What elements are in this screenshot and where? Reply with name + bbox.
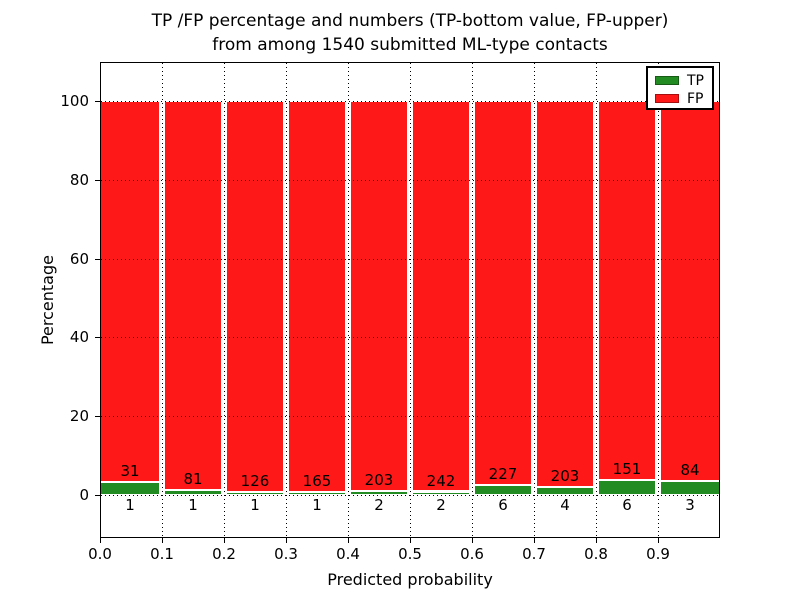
x-tick-label: 0.9 [646,545,670,563]
fp-count-label: 151 [612,459,642,478]
x-tick-mark [162,538,163,543]
tp-count-label: 1 [188,495,198,514]
bar-tp [226,491,284,495]
tp-count-label: 3 [685,495,695,514]
tp-count-label: 1 [250,495,260,514]
x-tick-mark [534,538,535,543]
x-tick-label: 0.4 [336,545,360,563]
tp-count-label: 6 [622,495,632,514]
x-tick-mark [596,538,597,543]
bar-fp [598,101,656,480]
tp-count-label: 2 [436,495,446,514]
v-gridline [224,63,225,537]
bar-fp [660,101,720,482]
bar-tp [350,490,408,495]
bar-fp [226,101,284,492]
y-tick-mark [95,494,100,496]
bar-tp [100,482,160,495]
tp-count-label: 2 [374,495,384,514]
bar-tp [288,492,346,495]
bar-tp [598,479,656,495]
fp-count-label: 165 [302,472,332,491]
y-tick-label: 60 [69,249,89,268]
x-tick-label: 0.5 [398,545,422,563]
bar-fp [288,101,346,493]
tp-count-label: 1 [125,495,135,514]
legend-item-tp: TP [655,72,712,89]
y-tick-mark [95,258,100,260]
x-tick-mark [224,538,225,543]
x-tick-label: 0.6 [460,545,484,563]
tp-count-label: 4 [560,495,570,514]
fp-count-label: 31 [120,462,140,481]
chart-title-line1: TP /FP percentage and numbers (TP-bottom… [151,11,669,31]
fp-count-label: 126 [240,471,270,490]
x-tick-label: 0.7 [522,545,546,563]
legend: TP FP [646,66,714,110]
x-tick-label: 0.1 [150,545,174,563]
fp-count-label: 203 [550,467,580,486]
y-tick-label: 40 [69,328,89,347]
v-gridline [534,63,535,537]
x-tick-label: 0.0 [88,545,112,563]
bar-tp [536,487,594,495]
v-gridline [286,63,287,537]
x-axis-label: Predicted probability [327,570,493,589]
legend-label-fp: FP [687,90,704,107]
x-tick-label: 0.2 [212,545,236,563]
v-gridline [410,63,411,537]
fp-swatch-icon [655,94,679,103]
bar-tp [474,484,532,495]
bar-fp [474,101,532,485]
chart-title-line2: from among 1540 submitted ML-type contac… [212,35,608,55]
tp-swatch-icon [655,76,679,85]
v-gridline [472,63,473,537]
legend-item-fp: FP [655,90,712,107]
v-gridline [596,63,597,537]
tp-count-label: 1 [312,495,322,514]
y-tick-mark [95,416,100,417]
fp-count-label: 227 [488,464,518,483]
fp-count-label: 242 [426,471,456,490]
y-tick-mark [95,337,100,339]
x-tick-mark [410,538,411,543]
bar-fp [536,101,594,488]
x-tick-mark [100,538,101,543]
bar-fp [100,101,160,483]
v-gridline [348,63,349,537]
fp-count-label: 84 [680,461,700,480]
v-gridline [658,63,659,537]
x-tick-mark [472,538,473,543]
bar-fp [412,101,470,492]
bar-tp [660,481,720,495]
bar-fp [164,101,222,490]
bar-fp [350,101,408,491]
y-tick-mark [95,101,100,103]
x-tick-mark [658,538,659,543]
x-tick-mark [286,538,287,543]
y-tick-mark [95,180,100,181]
bar-tp [412,491,470,495]
x-tick-label: 0.8 [584,545,608,563]
legend-label-tp: TP [687,72,704,89]
fp-count-label: 203 [364,470,394,489]
bar-tp [164,489,222,495]
y-tick-label: 80 [69,171,89,189]
y-tick-label: 0 [79,485,89,504]
y-tick-label: 100 [60,92,89,111]
x-tick-mark [348,538,349,543]
y-axis-label: Percentage [38,255,57,346]
v-gridline [162,63,163,537]
x-tick-label: 0.3 [274,545,298,563]
y-tick-label: 20 [69,407,89,425]
tp-count-label: 6 [498,495,508,514]
chart-title: TP /FP percentage and numbers (TP-bottom… [100,9,720,57]
fp-count-label: 81 [183,469,203,488]
